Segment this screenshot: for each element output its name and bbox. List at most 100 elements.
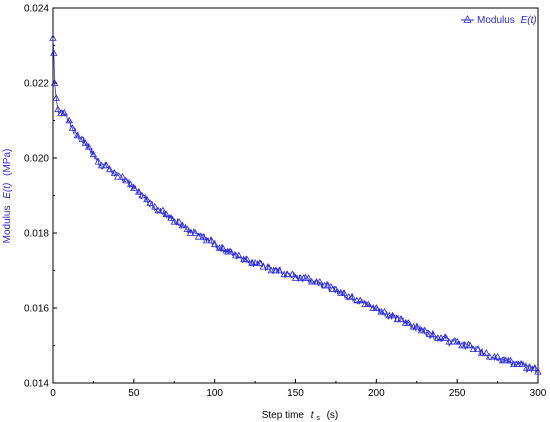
- modulus-data-point: [138, 191, 146, 199]
- modulus-data-point: [518, 360, 526, 367]
- modulus-data-point: [364, 300, 372, 307]
- modulus-data-point: [264, 262, 272, 270]
- modulus-data-point: [259, 262, 267, 270]
- legend-triangle-marker: [463, 15, 472, 23]
- modulus-data-point: [162, 210, 170, 218]
- modulus-data-point: [159, 206, 167, 214]
- modulus-data-point: [429, 330, 437, 338]
- modulus-data-point: [65, 116, 73, 124]
- modulus-data-point: [299, 274, 308, 281]
- x-axis-title-subscript: s: [316, 415, 320, 422]
- legend-label-text: Modulus: [477, 15, 515, 26]
- modulus-data-point: [211, 240, 219, 248]
- modulus-data-point: [421, 326, 429, 334]
- modulus-data-point: [183, 225, 191, 232]
- modulus-data-point: [97, 161, 106, 169]
- plot-area-border: [52, 7, 539, 384]
- modulus-data-point: [437, 334, 445, 341]
- modulus-data-point: [219, 244, 227, 251]
- y-tick-label: 0.014: [24, 379, 49, 390]
- modulus-data-point: [288, 270, 296, 278]
- modulus-data-point: [413, 322, 421, 330]
- modulus-data-point: [50, 49, 58, 56]
- modulus-data-point: [154, 206, 162, 214]
- y-tick-label: 0.020: [24, 154, 49, 165]
- legend-label: Modulus E(t): [477, 15, 537, 26]
- modulus-data-point: [474, 345, 482, 352]
- modulus-data-point: [534, 367, 542, 375]
- modulus-data-point: [477, 349, 486, 356]
- modulus-data-point: [324, 281, 332, 289]
- modulus-data-point: [170, 217, 178, 225]
- y-tick-label: 0.018: [24, 229, 49, 240]
- modulus-data-point: [78, 135, 86, 143]
- modulus-data-point: [191, 229, 199, 236]
- modulus-data-point: [267, 266, 275, 274]
- modulus-data-point: [202, 236, 211, 244]
- modulus-data-point: [151, 202, 159, 210]
- modulus-data-point: [68, 124, 77, 131]
- x-tick-label: 250: [449, 388, 466, 399]
- x-axis-ticks: 0 50 100 150 200 250 300: [50, 379, 547, 399]
- modulus-data-point: [60, 109, 68, 116]
- modulus-data-point: [531, 364, 539, 371]
- modulus-data-point: [143, 195, 151, 203]
- modulus-data-point: [291, 274, 300, 281]
- modulus-data-point: [126, 180, 135, 188]
- modulus-data-point: [178, 221, 186, 229]
- modulus-data-point: [469, 345, 477, 352]
- modulus-data-point: [445, 337, 453, 345]
- modulus-data-point: [405, 319, 413, 326]
- modulus-data-point: [442, 334, 450, 341]
- modulus-data-point: [110, 169, 119, 176]
- x-tick-label: 300: [530, 388, 547, 399]
- x-tick-label: 0: [50, 388, 56, 399]
- x-tick-label: 200: [368, 388, 385, 399]
- modulus-data-point: [105, 165, 114, 173]
- x-axis-title-text: Step time: [262, 410, 305, 421]
- modulus-data-point: [316, 277, 324, 285]
- plot-frame: [52, 7, 539, 384]
- modulus-data-point: [453, 337, 461, 345]
- modulus-data-point: [526, 364, 534, 371]
- y-axis-title-unit: (MPa): [2, 149, 13, 176]
- modulus-data-point: [332, 285, 340, 292]
- modulus-data-point: [118, 172, 127, 180]
- modulus-data-point: [506, 356, 515, 364]
- modulus-data-point: [73, 131, 81, 139]
- modulus-data-point: [175, 217, 183, 225]
- modulus-data-point: [207, 236, 216, 244]
- x-tick-label: 100: [206, 388, 223, 399]
- modulus-data-point: [114, 172, 122, 180]
- modulus-data-point: [461, 341, 469, 349]
- modulus-data-point: [81, 139, 89, 146]
- modulus-data-point: [235, 251, 243, 259]
- modulus-data-point: [89, 150, 98, 158]
- modulus-data-point: [227, 247, 235, 255]
- modulus-data-point: [130, 184, 138, 191]
- y-axis-title-text: Modulus: [2, 206, 13, 244]
- modulus-data-point: [308, 277, 316, 285]
- x-axis-title: Step time t s (s): [262, 410, 339, 422]
- modulus-data-point: [396, 315, 405, 323]
- modulus-data-point: [256, 259, 264, 266]
- y-axis-title: Modulus E(t) (MPa): [2, 149, 13, 244]
- modulus-data-point: [54, 105, 62, 113]
- modulus-data-point: [243, 255, 251, 263]
- modulus-data-point: [388, 311, 397, 319]
- modulus-data-point: [186, 229, 195, 236]
- modulus-data-point: [510, 360, 518, 367]
- modulus-data-point: [482, 349, 490, 356]
- y-tick-label: 0.024: [24, 4, 49, 15]
- modulus-data-point: [275, 266, 283, 274]
- modulus-series-line: [52, 37, 539, 374]
- y-axis-title-symbol: E(t): [2, 183, 13, 199]
- y-tick-label: 0.016: [24, 304, 49, 315]
- modulus-data-point: [304, 274, 313, 281]
- legend-label-symbol: E(t): [521, 15, 537, 26]
- modulus-data-point: [122, 176, 130, 184]
- modulus-data-point: [52, 94, 60, 101]
- modulus-data-point: [135, 187, 143, 195]
